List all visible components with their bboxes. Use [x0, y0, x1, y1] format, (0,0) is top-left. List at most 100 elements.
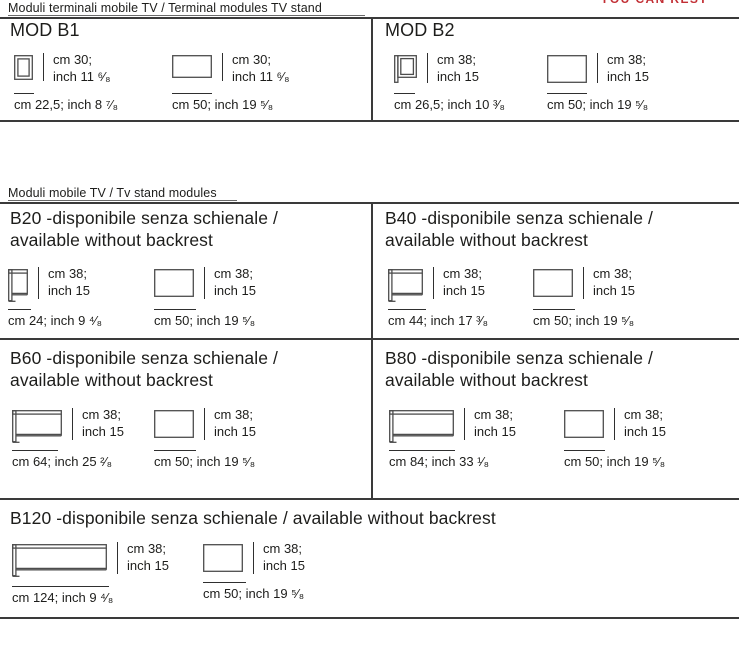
side-view-icon [12, 544, 107, 577]
width-dimension-line [203, 582, 246, 583]
height-dimension-line [204, 267, 205, 299]
width-dimension-line [388, 309, 426, 310]
width-dimension-line [394, 93, 415, 94]
mod-b2-front-diagram: cm 38; inch 15 cm 50; inch 19 ⁵⁄₈ [547, 52, 649, 112]
height-dimension-text: cm 38; inch 15 [127, 541, 169, 573]
height-dimension-text: cm 38; inch 15 [48, 266, 90, 298]
width-dimension-text: cm 50; inch 19 ⁵⁄₈ [547, 97, 649, 112]
side-view-icon [388, 269, 423, 302]
height-dimension-text: cm 38; inch 15 [474, 407, 516, 439]
front-view-icon [154, 410, 194, 438]
width-dimension-text: cm 50; inch 19 ⁵⁄₈ [154, 454, 256, 469]
width-dimension-line [547, 93, 587, 94]
width-dimension: cm 64; inch 25 ²⁄₈ [12, 450, 124, 469]
mod-b1-front-diagram: cm 30; inch 11 ⁶⁄₈ cm 50; inch 19 ⁵⁄₈ [172, 52, 290, 112]
mod-b1-side-diagram: cm 30; inch 11 ⁶⁄₈ cm 22,5; inch 8 ⁷⁄₈ [14, 52, 119, 112]
width-dimension-line [8, 309, 31, 310]
row-divider [0, 498, 739, 500]
height-dimension-text: cm 38; inch 15 [263, 541, 305, 573]
width-dimension-line [172, 93, 212, 94]
cell-mod-b1: MOD B1 cm 30; inch 11 ⁶⁄₈ cm 22,5; inch [0, 19, 371, 120]
width-dimension-line [12, 586, 109, 587]
front-view-icon [172, 55, 212, 78]
width-dimension: cm 24; inch 9 ⁴⁄₈ [8, 309, 102, 328]
width-dimension-text: cm 24; inch 9 ⁴⁄₈ [8, 313, 103, 328]
module-title: B60 -disponibile senza schienale / avail… [10, 348, 279, 390]
width-dimension-line [14, 93, 34, 94]
b20-side-diagram: cm 38; inch 15 cm 24; inch 9 ⁴⁄₈ [8, 266, 102, 328]
height-dimension-text: cm 38; inch 15 [624, 407, 666, 439]
width-dimension-text: cm 84; inch 33 ¹⁄₈ [389, 454, 490, 469]
width-dimension-text: cm 64; inch 25 ²⁄₈ [12, 454, 113, 469]
height-dimension-text: cm 30; inch 11 ⁶⁄₈ [232, 52, 290, 84]
width-dimension: cm 124; inch 9 ⁴⁄₈ [12, 586, 169, 605]
b120-front-diagram: cm 38; inch 15 cm 50; inch 19 ⁵⁄₈ [203, 541, 305, 601]
width-dimension: cm 50; inch 19 ⁵⁄₈ [203, 582, 305, 601]
header-underline [8, 200, 237, 201]
height-dimension-line [204, 408, 205, 440]
height-dimension-line [597, 53, 598, 83]
width-dimension: cm 50; inch 19 ⁵⁄₈ [533, 309, 635, 328]
width-dimension: cm 44; inch 17 ³⁄₈ [388, 309, 488, 328]
width-dimension-text: cm 22,5; inch 8 ⁷⁄₈ [14, 97, 119, 112]
front-view-icon [547, 55, 587, 83]
column-divider [371, 19, 373, 120]
b120-side-diagram: cm 38; inch 15 cm 124; inch 9 ⁴⁄₈ [12, 541, 169, 605]
side-view-icon [8, 269, 28, 302]
b60-front-diagram: cm 38; inch 15 cm 50; inch 19 ⁵⁄₈ [154, 407, 256, 469]
module-title: B20 -disponibile senza schienale / avail… [10, 208, 279, 250]
width-dimension-text: cm 50; inch 19 ⁵⁄₈ [203, 586, 305, 601]
width-dimension-line [564, 450, 605, 451]
b20-front-diagram: cm 38; inch 15 cm 50; inch 19 ⁵⁄₈ [154, 266, 256, 328]
width-dimension-text: cm 26,5; inch 10 ³⁄₈ [394, 97, 505, 112]
brand-tagline-clipped: YOU CAN REST [601, 0, 708, 7]
height-dimension-line [222, 53, 223, 81]
width-dimension: cm 26,5; inch 10 ³⁄₈ [394, 93, 505, 112]
height-dimension-text: cm 38; inch 15 [214, 407, 256, 439]
side-view-icon [394, 55, 417, 83]
b40-side-diagram: cm 38; inch 15 cm 44; inch 17 ³⁄₈ [388, 266, 488, 328]
module-title: B120 -disponibile senza schienale / avai… [10, 508, 496, 528]
width-dimension: cm 50; inch 19 ⁵⁄₈ [172, 93, 289, 112]
height-dimension-text: cm 38; inch 15 [82, 407, 124, 439]
width-dimension-line [533, 309, 575, 310]
width-dimension-text: cm 50; inch 19 ⁵⁄₈ [564, 454, 666, 469]
height-dimension-text: cm 38; inch 15 [214, 266, 256, 298]
width-dimension-text: cm 124; inch 9 ⁴⁄₈ [12, 590, 114, 605]
height-dimension-line [43, 53, 44, 81]
height-dimension-text: cm 38; inch 15 [443, 266, 485, 298]
height-dimension-line [427, 53, 428, 83]
width-dimension-text: cm 44; inch 17 ³⁄₈ [388, 313, 489, 328]
front-view-icon [154, 269, 194, 297]
column-divider [371, 204, 373, 338]
cell-b60: B60 -disponibile senza schienale / avail… [0, 340, 371, 498]
cell-mod-b2: MOD B2 cm 38; inch 15 cm 2 [371, 19, 739, 120]
side-view-icon [14, 55, 33, 80]
b80-front-diagram: cm 38; inch 15 cm 50; inch 19 ⁵⁄₈ [564, 407, 666, 469]
width-dimension: cm 50; inch 19 ⁵⁄₈ [154, 450, 256, 469]
height-dimension-line [38, 267, 39, 299]
module-title: MOD B2 [385, 20, 455, 40]
width-dimension: cm 50; inch 19 ⁵⁄₈ [564, 450, 666, 469]
width-dimension-text: cm 50; inch 19 ⁵⁄₈ [533, 313, 635, 328]
height-dimension-text: cm 30; inch 11 ⁶⁄₈ [53, 52, 111, 84]
b60-side-diagram: cm 38; inch 15 cm 64; inch 25 ²⁄₈ [12, 407, 124, 469]
front-view-icon [533, 269, 573, 297]
width-dimension-text: cm 50; inch 19 ⁵⁄₈ [154, 313, 256, 328]
column-divider [371, 339, 373, 498]
width-dimension-line [154, 450, 196, 451]
height-dimension-line [464, 408, 465, 440]
height-dimension-text: cm 38; inch 15 [607, 52, 649, 84]
width-dimension: cm 84; inch 33 ¹⁄₈ [389, 450, 516, 469]
cell-b40: B40 -disponibile senza schienale / avail… [371, 204, 739, 338]
tv-stand-modules-table: B20 -disponibile senza schienale / avail… [0, 202, 739, 619]
cell-b120: B120 -disponibile senza schienale / avai… [0, 500, 739, 617]
width-dimension: cm 50; inch 19 ⁵⁄₈ [154, 309, 256, 328]
module-title: MOD B1 [10, 20, 80, 40]
cell-b20: B20 -disponibile senza schienale / avail… [0, 204, 371, 338]
height-dimension-line [614, 408, 615, 440]
front-view-icon [564, 410, 604, 438]
height-dimension-text: cm 38; inch 15 [437, 52, 479, 84]
side-view-icon [389, 410, 454, 443]
